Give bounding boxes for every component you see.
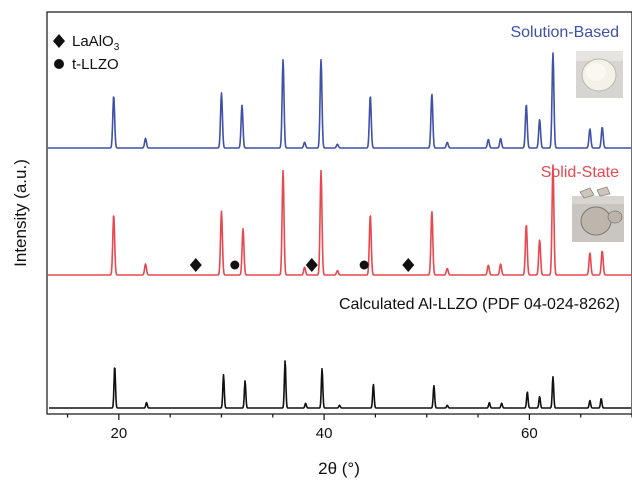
impurity-marker-layer: [189, 258, 415, 272]
x-tick-label: 40: [316, 425, 333, 442]
x-tick-layer: 20 40 60: [66, 414, 632, 442]
x-tick-label: 20: [110, 425, 127, 442]
legend-circle-marker: [54, 59, 64, 69]
series-line-2: [48, 360, 632, 409]
inset-photo-broken-pellet: [572, 186, 624, 242]
t-llzo-circle-marker: [359, 260, 369, 270]
pellet-fragment: [607, 210, 623, 224]
plot-frame: [46, 11, 632, 415]
legend: LaAlO3 t-LLZO: [53, 33, 120, 73]
x-tick-label: 60: [521, 425, 538, 442]
y-axis-label: Intensity (a.u.): [11, 159, 30, 267]
laalo3-diamond-marker: [305, 258, 318, 272]
series-layer: [47, 52, 632, 409]
pellet-fragment: [579, 187, 595, 199]
legend-label-laalo3: LaAlO3: [72, 33, 120, 53]
series-line-0: [47, 52, 632, 149]
pellet-disc: [580, 206, 612, 236]
series-label-calculated: Calculated Al-LLZO (PDF 04-024-8262): [339, 296, 620, 313]
laalo3-diamond-marker: [189, 258, 202, 272]
inset-photo-white-pellet: [576, 51, 623, 98]
laalo3-diamond-marker: [402, 258, 415, 272]
series-label-solution-based: Solution-Based: [510, 24, 619, 41]
series-label-solid-state: Solid-State: [541, 164, 619, 181]
series-line-1: [47, 164, 632, 276]
legend-diamond-marker: [53, 34, 65, 48]
x-axis-label: 2θ (°): [318, 459, 360, 478]
legend-label-t-llzo: t-LLZO: [72, 56, 119, 73]
pellet-fragment: [596, 186, 611, 197]
t-llzo-circle-marker: [230, 260, 240, 270]
